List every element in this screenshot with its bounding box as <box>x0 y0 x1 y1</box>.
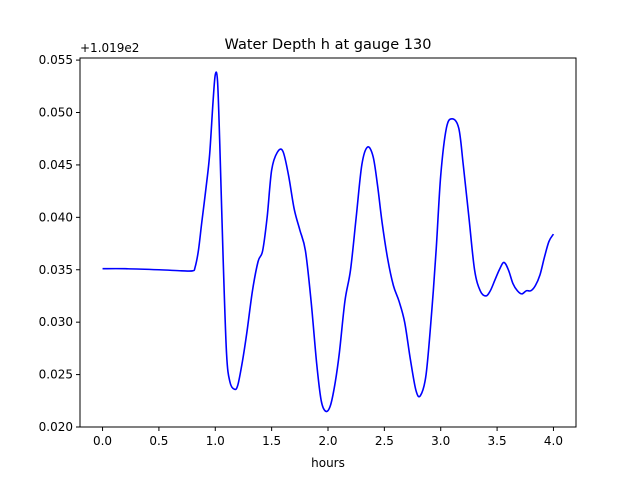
series-line <box>102 71 555 413</box>
x-axis: 0.0 0.5 1.0 1.5 2.0 2.5 3.0 3.5 4.0 <box>93 427 563 448</box>
y-offset-label: +1.019e2 <box>80 41 139 55</box>
x-tick-label: 1.0 <box>206 434 225 448</box>
x-tick-label: 3.0 <box>431 434 450 448</box>
chart-title: Water Depth h at gauge 130 <box>225 37 432 53</box>
x-tick-label: 2.0 <box>318 434 337 448</box>
x-tick-label: 2.5 <box>375 434 394 448</box>
y-tick-label: 0.035 <box>39 263 73 277</box>
x-tick-label: 0.5 <box>149 434 168 448</box>
plot-frame <box>79 57 577 428</box>
y-tick-label: 0.040 <box>39 210 73 224</box>
x-tick-label: 0.0 <box>93 434 112 448</box>
plot-area <box>102 71 555 413</box>
y-tick-label: 0.050 <box>39 106 73 120</box>
y-tick-label: 0.025 <box>39 368 73 382</box>
y-tick-label: 0.055 <box>39 53 73 67</box>
y-tick-label: 0.045 <box>39 158 73 172</box>
x-tick-label: 1.5 <box>262 434 281 448</box>
y-axis: 0.020 0.025 0.030 0.035 0.040 0.045 0.050 0.055 <box>39 53 80 434</box>
x-tick-label: 3.5 <box>488 434 507 448</box>
y-tick-label: 0.020 <box>39 420 73 434</box>
x-axis-label: hours <box>311 456 345 470</box>
y-tick-label: 0.030 <box>39 315 73 329</box>
x-tick-label: 4.0 <box>544 434 563 448</box>
